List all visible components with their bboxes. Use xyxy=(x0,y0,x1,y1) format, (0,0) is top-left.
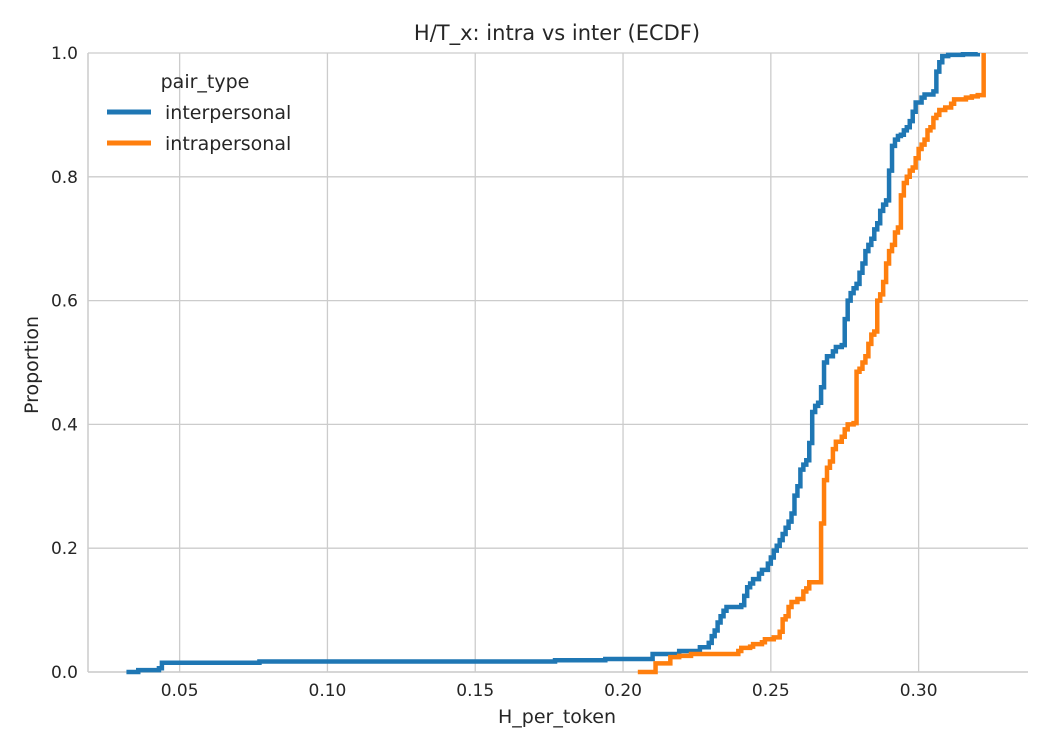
x-tick-label: 0.25 xyxy=(752,681,790,701)
tick-labels: 0.05 0.10 0.15 0.20 0.25 0.30 0.0 0.2 0.4 0.6 0.8 1… xyxy=(51,44,938,701)
legend-label-interpersonal: interpersonal xyxy=(165,102,291,124)
legend: pair_type interpersonal intrapersonal xyxy=(107,71,291,155)
x-tick-label: 0.05 xyxy=(161,681,199,701)
x-tick-label: 0.15 xyxy=(456,681,494,701)
x-tick-label: 0.10 xyxy=(309,681,347,701)
chart-title: H/T_x: intra vs inter (ECDF) xyxy=(414,21,700,46)
x-tick-label: 0.30 xyxy=(900,681,938,701)
y-tick-label: 0.8 xyxy=(51,168,78,188)
x-axis-label: H_per_token xyxy=(498,706,616,728)
y-tick-label: 0.6 xyxy=(51,292,78,312)
series-lines xyxy=(126,51,986,675)
x-tick-label: 0.20 xyxy=(604,681,642,701)
axes xyxy=(87,53,1028,673)
legend-label-intrapersonal: intrapersonal xyxy=(165,133,291,155)
y-axis-label: Proportion xyxy=(21,316,43,414)
legend-title: pair_type xyxy=(161,71,250,93)
y-tick-label: 0.0 xyxy=(51,663,78,683)
series-line-intrapersonal xyxy=(637,53,986,675)
y-tick-label: 1.0 xyxy=(51,44,78,64)
y-tick-label: 0.4 xyxy=(51,415,78,435)
y-tick-label: 0.2 xyxy=(51,539,78,559)
series-line-interpersonal xyxy=(126,51,980,675)
